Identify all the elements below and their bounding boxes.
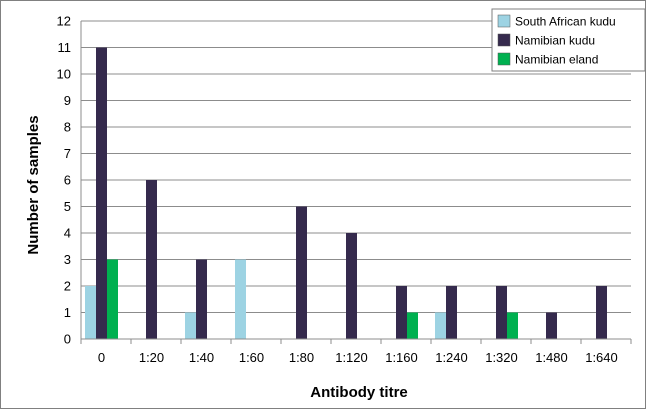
- bar: [446, 286, 457, 339]
- legend-swatch: [497, 52, 511, 66]
- bar: [546, 312, 557, 339]
- x-axis-title: Antibody titre: [310, 384, 408, 401]
- y-tick-label: 1: [64, 305, 71, 320]
- bar: [507, 312, 518, 339]
- x-tick-label: 1:480: [535, 350, 568, 365]
- bar: [407, 312, 418, 339]
- y-tick-label: 3: [64, 252, 71, 267]
- x-tick-label: 1:240: [435, 350, 468, 365]
- bar: [107, 259, 118, 339]
- y-tick-label: 7: [64, 146, 71, 161]
- y-axis-title: Number of samples: [25, 115, 42, 254]
- bar: [396, 286, 407, 339]
- bar: [85, 286, 96, 339]
- bar: [496, 286, 507, 339]
- bar: [185, 312, 196, 339]
- y-tick-label: 6: [64, 173, 71, 188]
- x-tick-label: 0: [98, 350, 105, 365]
- bar: [346, 233, 357, 339]
- legend-box: [491, 8, 646, 72]
- bars: [85, 47, 607, 339]
- y-tick-label: 11: [58, 40, 72, 55]
- bar: [435, 312, 446, 339]
- legend: South African kudu Namibian kudu Namibian …: [491, 8, 646, 72]
- x-tick-label: 1:120: [335, 350, 368, 365]
- axes: [80, 21, 632, 344]
- legend-label: Namibian eland: [515, 53, 598, 67]
- y-tick-label: 0: [64, 332, 71, 347]
- legend-swatch: [497, 33, 511, 47]
- y-tick-label: 4: [64, 226, 71, 241]
- x-tick-label: 1:160: [385, 350, 418, 365]
- y-tick-label: 10: [57, 67, 71, 82]
- x-tick-label: 1:80: [289, 350, 314, 365]
- bar: [146, 180, 157, 339]
- y-tick-label: 9: [64, 93, 71, 108]
- x-tick-label: 1:640: [585, 350, 618, 365]
- bar: [596, 286, 607, 339]
- gridlines: [81, 20, 631, 313]
- legend-label: Namibian kudu: [515, 34, 595, 48]
- x-tick-label: 1:60: [239, 350, 264, 365]
- y-tick-label: 5: [64, 199, 71, 214]
- bar: [235, 259, 246, 339]
- x-tick-labels: 0 1:20 1:40 1:60 1:80 1:120 1:160 1:240 1:320 1:4…: [98, 350, 618, 365]
- legend-swatch: [497, 14, 511, 28]
- y-tick-label: 2: [64, 279, 71, 294]
- y-tick-label: 8: [64, 120, 71, 135]
- y-tick-label: 12: [57, 14, 71, 29]
- bar: [296, 206, 307, 339]
- x-tick-label: 1:40: [189, 350, 214, 365]
- bar: [96, 47, 107, 339]
- x-tick-label: 1:320: [485, 350, 518, 365]
- bar: [196, 259, 207, 339]
- legend-label: South African kudu: [515, 15, 616, 29]
- x-tick-label: 1:20: [139, 350, 164, 365]
